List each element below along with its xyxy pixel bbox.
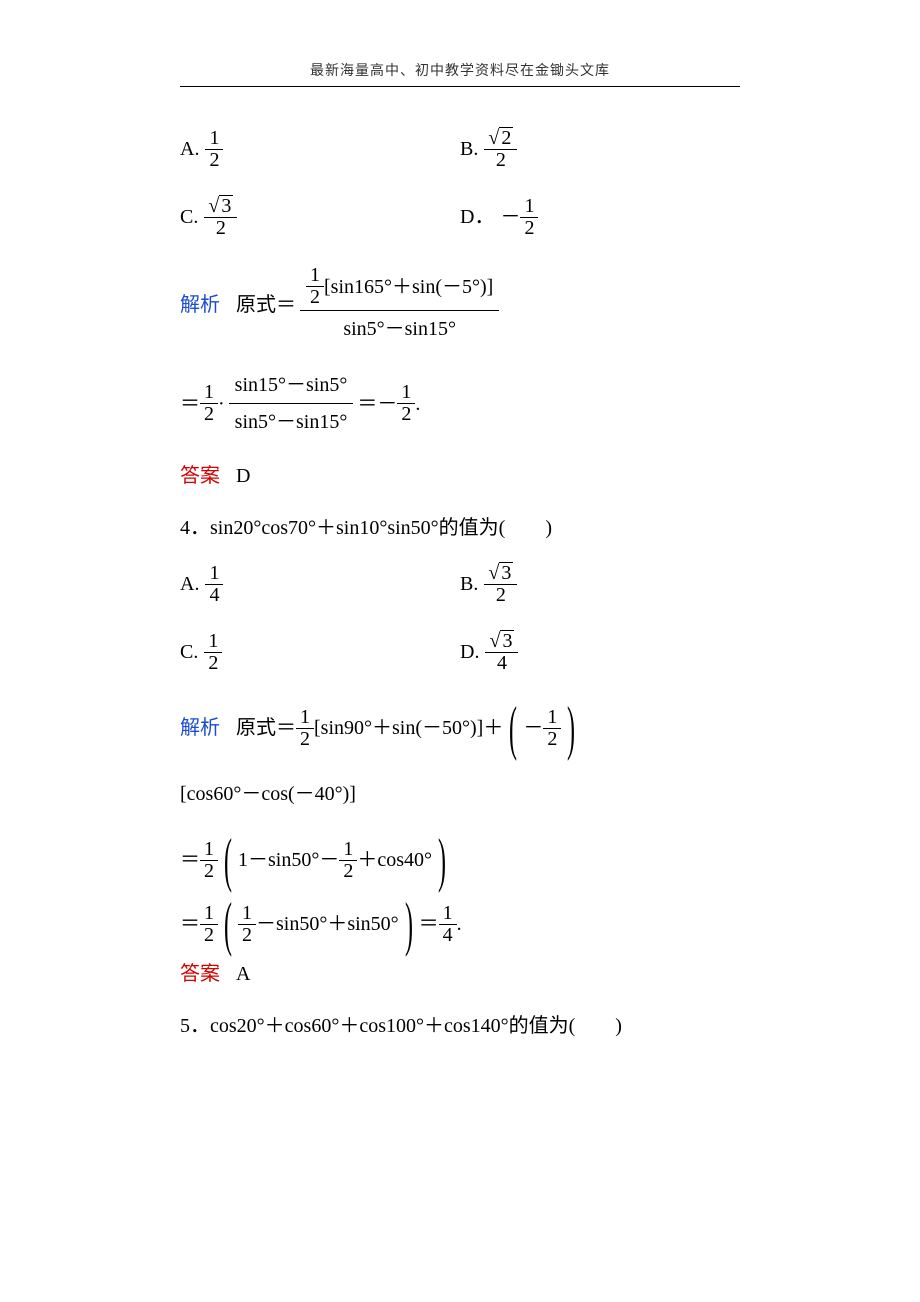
fraction: √3 2 [484,562,517,606]
fraction: 1 2 [200,903,218,946]
fraction: 1 4 [439,903,457,946]
option-d: D. √3 4 [460,630,740,674]
fraction: √3 4 [485,630,518,674]
option-label: C. [180,201,198,233]
paren-icon: ) [405,894,413,954]
option-a: A. 1 4 [180,563,460,606]
fraction: 1 2 [306,265,324,308]
option-b: B. √3 2 [460,562,740,606]
sqrt: √2 [488,127,513,149]
option-label: B. [460,133,478,165]
answer-line: 答案 A [180,958,740,990]
option-a: A. 1 2 [180,128,460,171]
option-label: A. [180,133,199,165]
answer-line: 答案 D [180,460,740,492]
answer-value: D [236,460,250,492]
option-c: C. √3 2 [180,195,460,239]
fraction: √2 2 [484,127,517,171]
solution-line: ＝ 1 2 ( 1 2 －sin50°＋sin50° ) ＝ 1 4 . [180,894,740,954]
sqrt: √3 [208,195,233,217]
option-c: C. 1 2 [180,631,460,674]
solution-line: 解析 原式＝ 1 2 [sin90°＋sin(－50°)]＋ ( － 1 2 ) [180,698,740,758]
options-row: C. √3 2 D． － 1 2 [180,195,740,239]
option-label: D． [460,201,494,233]
paren-icon: ( [509,698,517,758]
fraction: 1 2 [200,382,218,425]
fraction: 1 2 [205,128,223,171]
sqrt: √3 [488,562,513,584]
fraction: √3 2 [204,195,237,239]
page-header: 最新海量高中、初中教学资料尽在金锄头文库 [0,0,920,86]
fraction: 1 2 [520,196,538,239]
paren-icon: ) [567,698,575,758]
paren-icon: ( [224,894,232,954]
big-fraction: sin15°－sin5° sin5°－sin15° [229,367,354,440]
options-row: C. 1 2 D. √3 4 [180,630,740,674]
text: 原式＝ [236,289,296,321]
paren-icon: ) [438,830,446,890]
big-fraction: 1 2 [sin165°＋sin(－5°)] sin5°－sin15° [300,263,499,347]
solution-label: 解析 [180,289,220,321]
content-area: A. 1 2 B. √2 2 C. √3 2 D． － 1 [0,87,920,1042]
question-4: 4．sin20°cos70°＋sin10°sin50°的值为( ) [180,512,740,544]
answer-label: 答案 [180,958,220,990]
solution-line: 解析 原式＝ 1 2 [sin165°＋sin(－5°)] sin5°－sin1… [180,263,740,347]
fraction: 1 2 [238,903,256,946]
paren-icon: ( [224,830,232,890]
fraction: 1 2 [543,707,561,750]
solution-label: 解析 [180,712,220,744]
solution-line: ＝ 1 2 · sin15°－sin5° sin5°－sin15° ＝ － 1 … [180,367,740,440]
fraction: 1 2 [204,631,222,674]
fraction: 1 2 [296,707,314,750]
fraction: 1 2 [200,839,218,882]
options-row: A. 1 2 B. √2 2 [180,127,740,171]
option-d: D． － 1 2 [460,196,740,239]
answer-value: A [236,958,250,990]
fraction: 1 2 [339,839,357,882]
solution-line: ＝ 1 2 ( 1－sin50°－ 1 2 ＋cos40° ) [180,830,740,890]
fraction: 1 2 [397,382,415,425]
solution-line: [cos60°－cos(－40°)] [180,778,740,810]
option-b: B. √2 2 [460,127,740,171]
sqrt: √3 [489,630,514,652]
fraction: 1 4 [205,563,223,606]
options-row: A. 1 4 B. √3 2 [180,562,740,606]
question-5: 5．cos20°＋cos60°＋cos100°＋cos140°的值为( ) [180,1010,740,1042]
answer-label: 答案 [180,460,220,492]
neg-sign: － [500,201,520,233]
